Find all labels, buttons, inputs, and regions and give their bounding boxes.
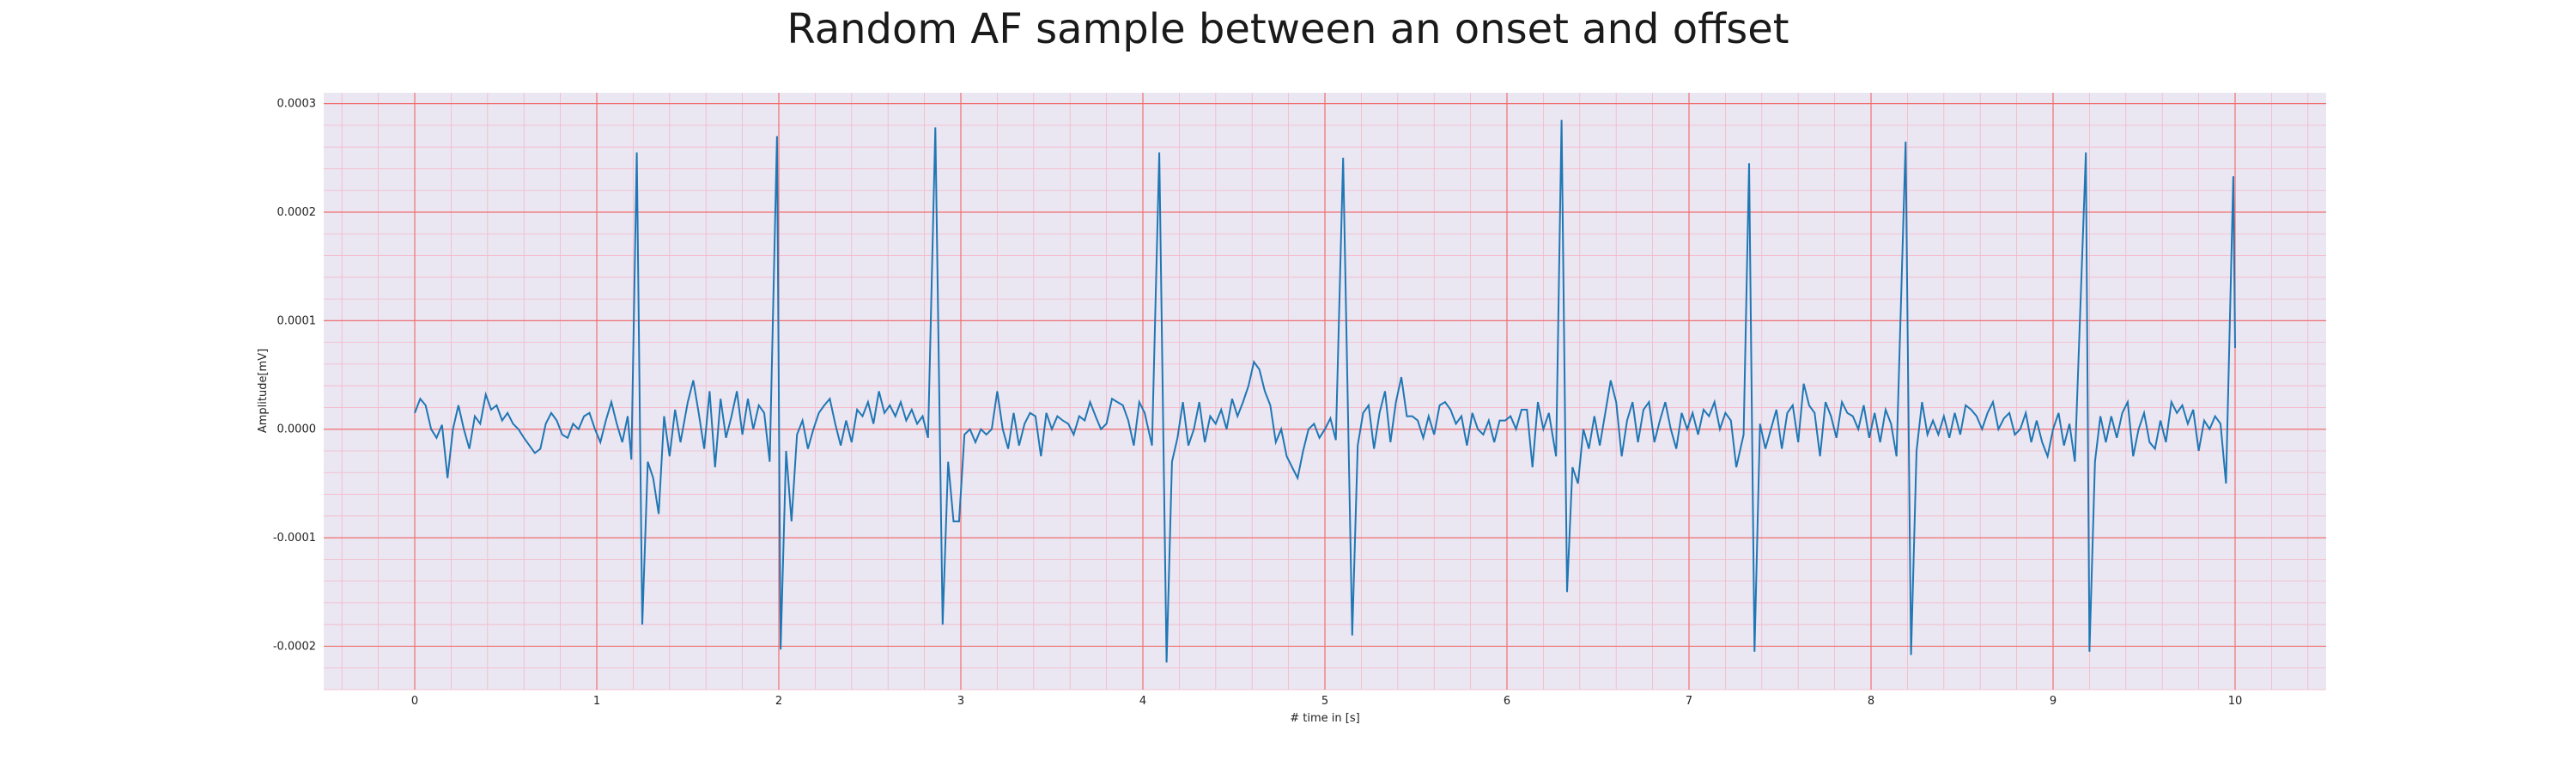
y-axis-label: Amplitude[mV] xyxy=(257,349,270,433)
series-line xyxy=(414,119,2236,663)
y-tick-label: 0.0003 xyxy=(277,98,317,111)
x-tick-label: 3 xyxy=(957,695,964,708)
major-grid xyxy=(324,93,2326,690)
x-tick-label: 10 xyxy=(2228,695,2243,708)
y-tick-label: 0.0002 xyxy=(277,206,317,219)
x-tick-label: 5 xyxy=(1321,695,1328,708)
y-tick-label: -0.0001 xyxy=(273,532,316,545)
x-tick-label: 0 xyxy=(411,695,418,708)
x-tick-label: 6 xyxy=(1504,695,1510,708)
x-tick-label: 8 xyxy=(1868,695,1874,708)
x-tick-label: 2 xyxy=(775,695,782,708)
chart-title: Random AF sample between an onset and of… xyxy=(787,5,1789,53)
x-axis-label: # time in [s] xyxy=(1290,712,1359,725)
y-tick-labels: -0.0002 -0.0001 0.0000 0.0001 0.0002 0.0003 xyxy=(273,98,316,654)
x-tick-label: 4 xyxy=(1139,695,1146,708)
x-tick-labels: 0 1 2 3 4 5 6 7 8 9 10 xyxy=(411,695,2242,708)
x-tick-label: 9 xyxy=(2050,695,2057,708)
y-tick-label: 0.0000 xyxy=(277,423,317,436)
x-tick-label: 7 xyxy=(1686,695,1692,708)
y-tick-label: -0.0002 xyxy=(273,640,316,653)
y-tick-label: 0.0001 xyxy=(277,314,317,327)
x-tick-label: 1 xyxy=(593,695,600,708)
